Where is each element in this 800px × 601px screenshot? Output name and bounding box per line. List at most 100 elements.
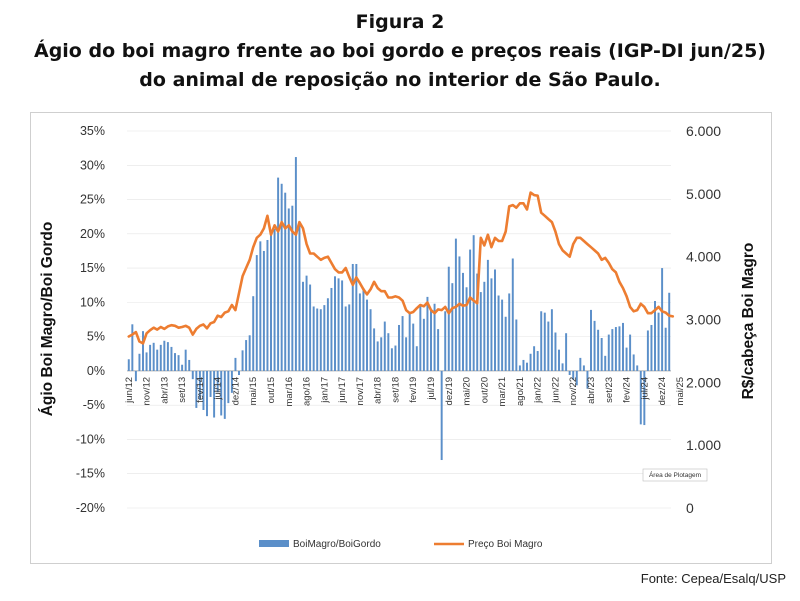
bar — [358, 293, 361, 371]
x-tick-label: mai/15 — [248, 377, 259, 406]
bar — [223, 370, 226, 419]
bar — [422, 318, 425, 371]
bar — [152, 342, 155, 371]
x-tick-label: jul/24 — [639, 377, 650, 401]
bar — [284, 192, 287, 371]
bar — [227, 370, 230, 404]
bar — [319, 309, 322, 371]
bar — [511, 258, 514, 371]
bar — [206, 370, 208, 417]
bar — [216, 370, 219, 393]
bar — [558, 349, 560, 371]
bar — [184, 349, 187, 371]
y-left-tick-label: 15% — [80, 261, 105, 275]
bar — [241, 350, 244, 371]
bar — [518, 365, 521, 371]
legend-label-line: Preço Boi Magro — [468, 539, 543, 550]
bar — [433, 303, 436, 371]
bar — [362, 287, 365, 371]
bar — [294, 157, 297, 371]
figure-title-line-2: do animal de reposição no interior de Sã… — [139, 69, 661, 91]
bar — [476, 273, 479, 371]
x-tick-label: dez/19 — [444, 377, 455, 406]
line-series — [127, 191, 675, 345]
x-tick-label: abr/18 — [373, 377, 384, 404]
bar — [501, 299, 504, 371]
y-right-tick-label: 3.000 — [686, 312, 721, 328]
bar — [174, 353, 176, 371]
bar — [494, 269, 496, 371]
bar — [618, 326, 621, 371]
x-tick-label: dez/24 — [657, 377, 668, 406]
x-tick-label: nov/17 — [355, 377, 366, 406]
bar — [575, 370, 578, 386]
bar — [366, 299, 368, 371]
bar — [533, 346, 536, 371]
tooltip-box — [642, 468, 708, 482]
bar — [302, 281, 304, 371]
bar — [611, 329, 614, 371]
bar — [376, 341, 379, 371]
bar — [277, 177, 280, 371]
bar — [234, 357, 237, 371]
bar — [543, 312, 546, 371]
y-left-tick-label: 35% — [80, 124, 105, 138]
bar — [270, 231, 272, 371]
bar — [287, 208, 290, 371]
bar — [298, 223, 301, 371]
chart[interactable]: 35% 30% 25% 20% 15% 10% 5% 0% -5% -10% -15% -20% 6.… — [31, 113, 771, 563]
bar — [195, 370, 198, 408]
legend-label-bars: BoiMagro/BoiGordo — [293, 539, 381, 550]
bar — [664, 327, 667, 371]
bar — [337, 278, 340, 371]
y-axis-left: 35% 30% 25% 20% 15% 10% 5% 0% -5% -10% -15% -20% — [76, 124, 105, 515]
y-right-tick-label: 4.000 — [686, 249, 721, 265]
bar — [547, 321, 550, 371]
bar — [348, 304, 351, 371]
bar — [437, 329, 440, 371]
x-tick-label: fev/14 — [195, 377, 206, 403]
x-tick-label: jan/17 — [319, 377, 330, 404]
bar-series — [127, 157, 671, 461]
y-left-tick-label: 20% — [80, 227, 105, 241]
bar — [266, 239, 269, 371]
bar — [387, 333, 390, 371]
bar — [643, 370, 646, 426]
bar — [639, 370, 642, 425]
x-tick-label: jun/12 — [124, 377, 135, 404]
bar — [330, 287, 333, 371]
y-left-tick-label: -15% — [76, 467, 105, 481]
x-tick-label: out/20 — [479, 377, 490, 403]
bar — [230, 370, 233, 393]
bar — [134, 370, 137, 382]
x-tick-label: set/23 — [604, 377, 615, 403]
x-tick-label: abr/13 — [159, 377, 170, 404]
bar — [142, 331, 144, 371]
y-axis-left-title: Ágio Boi Magro/Boi Gordo — [39, 222, 56, 417]
bar — [323, 305, 326, 371]
x-tick-label: mai/25 — [675, 377, 686, 406]
bar — [419, 306, 422, 371]
y-right-tick-label: 5.000 — [686, 186, 721, 202]
bar — [380, 337, 383, 371]
x-tick-label: mar/16 — [284, 377, 295, 407]
bar — [462, 272, 464, 371]
bar — [390, 348, 393, 371]
tooltip-text: Área de Plotagem — [649, 470, 701, 479]
x-tick-label: nov/12 — [142, 377, 153, 406]
y-right-tick-label: 6.000 — [686, 123, 721, 139]
bar — [447, 266, 450, 371]
bar — [636, 365, 639, 371]
bar — [273, 229, 276, 371]
y-left-tick-label: -10% — [76, 432, 105, 446]
bar — [490, 278, 493, 371]
bar — [220, 370, 223, 416]
figure-label: Figura 2 — [355, 11, 445, 33]
bar — [646, 330, 649, 371]
bar — [312, 306, 315, 371]
bar — [529, 353, 532, 371]
legend-swatch-bars — [259, 540, 289, 547]
x-tick-label: mar/21 — [497, 377, 508, 407]
chart-frame: 35% 30% 25% 20% 15% 10% 5% 0% -5% -10% -15% -20% 6.… — [30, 112, 772, 564]
bar — [572, 370, 575, 380]
